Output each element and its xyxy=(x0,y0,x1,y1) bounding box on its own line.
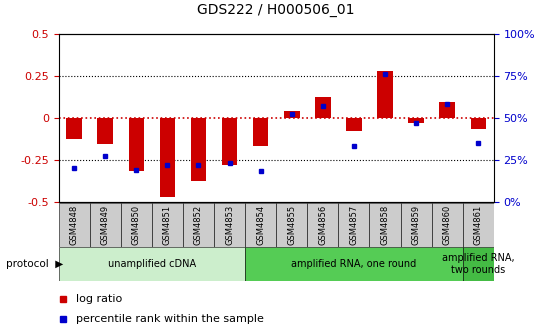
Text: GSM4857: GSM4857 xyxy=(349,205,358,245)
Text: GSM4855: GSM4855 xyxy=(287,205,296,245)
Bar xyxy=(377,71,393,118)
Text: amplified RNA, one round: amplified RNA, one round xyxy=(291,259,417,269)
Text: log ratio: log ratio xyxy=(76,294,122,304)
FancyBboxPatch shape xyxy=(307,203,338,247)
FancyBboxPatch shape xyxy=(463,247,494,281)
Text: GSM4848: GSM4848 xyxy=(70,205,79,245)
Bar xyxy=(439,102,455,118)
Bar xyxy=(470,118,486,129)
FancyBboxPatch shape xyxy=(245,203,276,247)
Text: GSM4849: GSM4849 xyxy=(101,205,110,245)
FancyBboxPatch shape xyxy=(214,203,245,247)
FancyBboxPatch shape xyxy=(401,203,432,247)
FancyBboxPatch shape xyxy=(432,203,463,247)
Text: protocol  ▶: protocol ▶ xyxy=(6,259,63,269)
Bar xyxy=(346,118,362,131)
Bar xyxy=(128,118,144,171)
FancyBboxPatch shape xyxy=(121,203,152,247)
FancyBboxPatch shape xyxy=(369,203,401,247)
Bar xyxy=(160,118,175,197)
Bar xyxy=(222,118,237,165)
Bar xyxy=(408,118,424,123)
FancyBboxPatch shape xyxy=(276,203,307,247)
FancyBboxPatch shape xyxy=(152,203,183,247)
FancyBboxPatch shape xyxy=(90,203,121,247)
Text: GSM4861: GSM4861 xyxy=(474,205,483,245)
Bar xyxy=(98,118,113,144)
Text: GSM4856: GSM4856 xyxy=(319,205,328,245)
Text: amplified RNA,
two rounds: amplified RNA, two rounds xyxy=(442,253,514,275)
Bar xyxy=(315,97,330,118)
FancyBboxPatch shape xyxy=(338,203,369,247)
Bar xyxy=(66,118,82,139)
FancyBboxPatch shape xyxy=(183,203,214,247)
Text: GSM4858: GSM4858 xyxy=(381,205,389,245)
Text: GSM4852: GSM4852 xyxy=(194,205,203,245)
Text: GDS222 / H000506_01: GDS222 / H000506_01 xyxy=(198,3,355,17)
Bar xyxy=(253,118,268,146)
Text: GSM4859: GSM4859 xyxy=(412,205,421,245)
Bar xyxy=(191,118,206,181)
Text: GSM4854: GSM4854 xyxy=(256,205,265,245)
Text: GSM4851: GSM4851 xyxy=(163,205,172,245)
Text: unamplified cDNA: unamplified cDNA xyxy=(108,259,196,269)
FancyBboxPatch shape xyxy=(463,203,494,247)
Text: GSM4850: GSM4850 xyxy=(132,205,141,245)
Text: GSM4853: GSM4853 xyxy=(225,205,234,245)
Text: GSM4860: GSM4860 xyxy=(442,205,451,245)
Text: percentile rank within the sample: percentile rank within the sample xyxy=(76,314,264,324)
Bar xyxy=(284,111,300,118)
FancyBboxPatch shape xyxy=(245,247,463,281)
FancyBboxPatch shape xyxy=(59,247,245,281)
FancyBboxPatch shape xyxy=(59,203,90,247)
